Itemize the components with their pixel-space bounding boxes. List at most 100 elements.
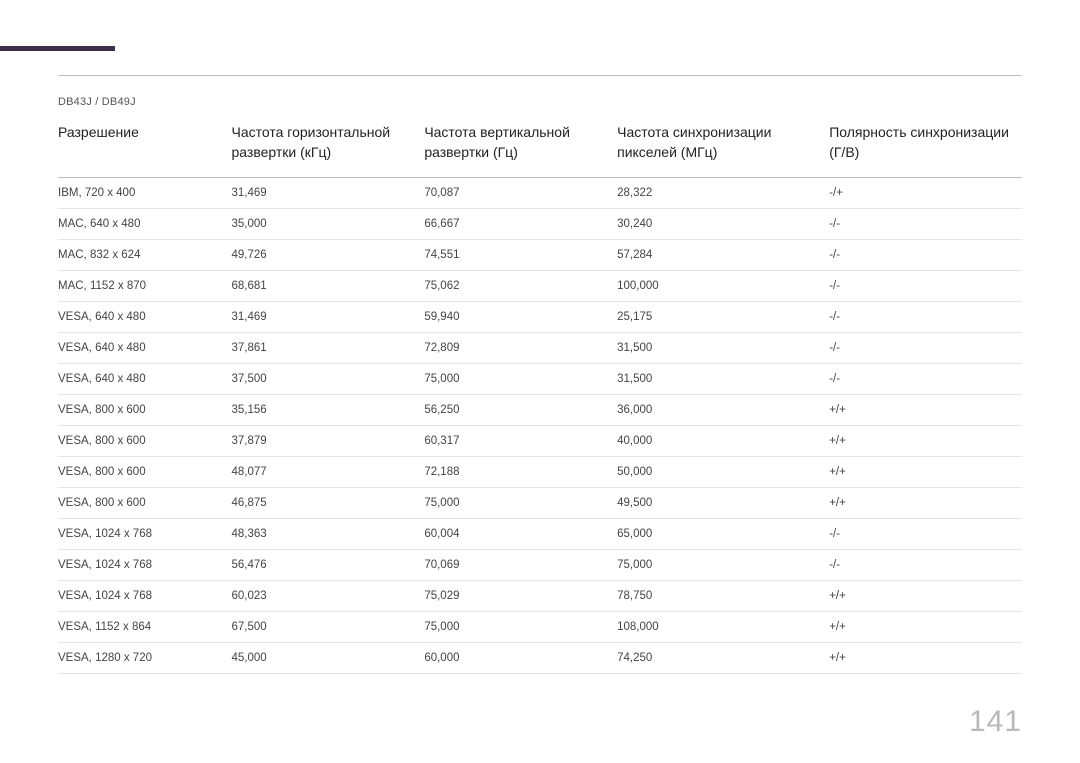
table-row: VESA, 1024 x 76860,02375,02978,750+/+ [58, 580, 1022, 611]
table-cell: 35,156 [232, 394, 425, 425]
table-row: MAC, 1152 x 87068,68175,062100,000-/- [58, 270, 1022, 301]
table-cell: 108,000 [617, 611, 829, 642]
timing-table: Разрешение Частота горизонтальной развер… [58, 122, 1022, 674]
table-cell: 74,551 [424, 239, 617, 270]
table-cell: 45,000 [232, 642, 425, 673]
col-hfreq: Частота горизонтальной развертки (кГц) [232, 122, 425, 177]
table-cell: 72,188 [424, 456, 617, 487]
table-cell: 49,500 [617, 487, 829, 518]
table-cell: 37,879 [232, 425, 425, 456]
table-cell: VESA, 1280 x 720 [58, 642, 232, 673]
table-cell: 56,250 [424, 394, 617, 425]
table-cell: 49,726 [232, 239, 425, 270]
table-cell: 75,000 [424, 611, 617, 642]
page-number: 141 [969, 705, 1022, 739]
col-polarity: Полярность синхронизации (Г/В) [829, 122, 1022, 177]
table-cell: -/- [829, 549, 1022, 580]
table-row: VESA, 640 x 48031,46959,94025,175-/- [58, 301, 1022, 332]
table-cell: 48,363 [232, 518, 425, 549]
table-cell: 72,809 [424, 332, 617, 363]
table-cell: 36,000 [617, 394, 829, 425]
table-cell: 48,077 [232, 456, 425, 487]
table-cell: 25,175 [617, 301, 829, 332]
table-cell: 50,000 [617, 456, 829, 487]
table-cell: 75,000 [424, 487, 617, 518]
table-cell: 28,322 [617, 177, 829, 208]
table-cell: VESA, 640 x 480 [58, 332, 232, 363]
table-cell: +/+ [829, 580, 1022, 611]
table-row: VESA, 640 x 48037,50075,00031,500-/- [58, 363, 1022, 394]
table-row: VESA, 1152 x 86467,50075,000108,000+/+ [58, 611, 1022, 642]
table-cell: -/- [829, 301, 1022, 332]
table-cell: VESA, 1024 x 768 [58, 518, 232, 549]
table-cell: 75,000 [617, 549, 829, 580]
table-cell: 31,469 [232, 301, 425, 332]
table-cell: -/- [829, 208, 1022, 239]
table-row: VESA, 800 x 60037,87960,31740,000+/+ [58, 425, 1022, 456]
table-cell: VESA, 640 x 480 [58, 301, 232, 332]
table-cell: 35,000 [232, 208, 425, 239]
table-body: IBM, 720 x 40031,46970,08728,322-/+MAC, … [58, 177, 1022, 673]
table-cell: -/- [829, 270, 1022, 301]
table-cell: 70,069 [424, 549, 617, 580]
table-cell: 60,004 [424, 518, 617, 549]
table-cell: 60,317 [424, 425, 617, 456]
table-cell: 66,667 [424, 208, 617, 239]
table-cell: 60,023 [232, 580, 425, 611]
table-cell: -/+ [829, 177, 1022, 208]
table-cell: 30,240 [617, 208, 829, 239]
table-cell: 46,875 [232, 487, 425, 518]
col-vfreq: Частота вертикальной развертки (Гц) [424, 122, 617, 177]
table-row: VESA, 1024 x 76856,47670,06975,000-/- [58, 549, 1022, 580]
table-row: VESA, 800 x 60035,15656,25036,000+/+ [58, 394, 1022, 425]
table-row: VESA, 800 x 60046,87575,00049,500+/+ [58, 487, 1022, 518]
table-cell: 31,469 [232, 177, 425, 208]
col-resolution: Разрешение [58, 122, 232, 177]
table-cell: VESA, 640 x 480 [58, 363, 232, 394]
table-cell: MAC, 1152 x 870 [58, 270, 232, 301]
table-cell: MAC, 832 x 624 [58, 239, 232, 270]
table-cell: 59,940 [424, 301, 617, 332]
table-header-row: Разрешение Частота горизонтальной развер… [58, 122, 1022, 177]
table-cell: 57,284 [617, 239, 829, 270]
table-cell: 75,000 [424, 363, 617, 394]
table-cell: VESA, 1024 x 768 [58, 549, 232, 580]
table-cell: VESA, 800 x 600 [58, 394, 232, 425]
table-cell: 37,500 [232, 363, 425, 394]
table-cell: MAC, 640 x 480 [58, 208, 232, 239]
page-content: DB43J / DB49J Разрешение Частота горизон… [58, 75, 1022, 674]
table-cell: VESA, 1152 x 864 [58, 611, 232, 642]
table-cell: 37,861 [232, 332, 425, 363]
table-row: VESA, 800 x 60048,07772,18850,000+/+ [58, 456, 1022, 487]
table-cell: +/+ [829, 456, 1022, 487]
table-cell: 56,476 [232, 549, 425, 580]
table-cell: 68,681 [232, 270, 425, 301]
table-cell: 75,062 [424, 270, 617, 301]
table-row: VESA, 1024 x 76848,36360,00465,000-/- [58, 518, 1022, 549]
table-cell: +/+ [829, 425, 1022, 456]
table-cell: -/- [829, 518, 1022, 549]
table-cell: IBM, 720 x 400 [58, 177, 232, 208]
table-cell: 78,750 [617, 580, 829, 611]
table-cell: 75,029 [424, 580, 617, 611]
table-cell: -/- [829, 363, 1022, 394]
table-cell: -/- [829, 239, 1022, 270]
table-cell: 100,000 [617, 270, 829, 301]
table-cell: +/+ [829, 487, 1022, 518]
table-cell: 31,500 [617, 332, 829, 363]
table-cell: 67,500 [232, 611, 425, 642]
table-cell: +/+ [829, 394, 1022, 425]
table-cell: VESA, 800 x 600 [58, 487, 232, 518]
table-cell: 65,000 [617, 518, 829, 549]
table-cell: 40,000 [617, 425, 829, 456]
table-cell: +/+ [829, 611, 1022, 642]
table-row: MAC, 640 x 48035,00066,66730,240-/- [58, 208, 1022, 239]
table-cell: +/+ [829, 642, 1022, 673]
table-row: MAC, 832 x 62449,72674,55157,284-/- [58, 239, 1022, 270]
table-cell: VESA, 800 x 600 [58, 425, 232, 456]
table-cell: 70,087 [424, 177, 617, 208]
table-cell: 74,250 [617, 642, 829, 673]
table-cell: 60,000 [424, 642, 617, 673]
table-row: IBM, 720 x 40031,46970,08728,322-/+ [58, 177, 1022, 208]
accent-bar [0, 46, 115, 51]
